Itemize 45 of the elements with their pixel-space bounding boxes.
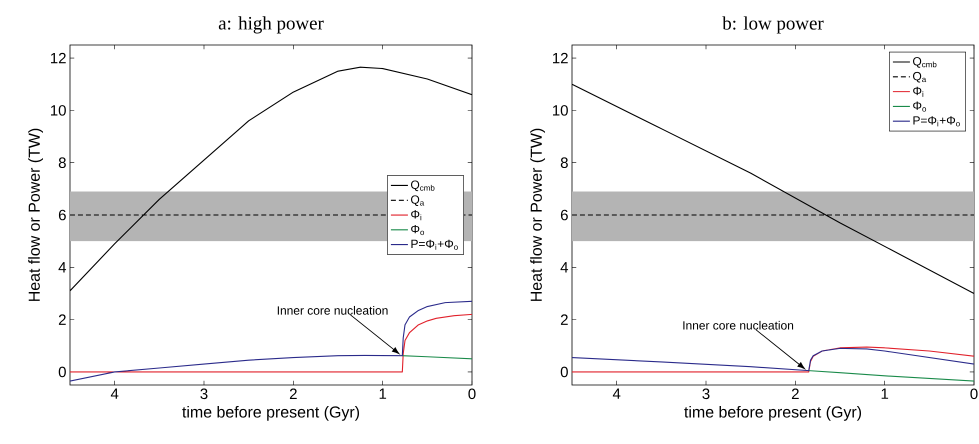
- x-axis-title: time before present (Gyr): [182, 406, 360, 421]
- y-tick-label: 4: [58, 262, 66, 272]
- x-tick-label: 1: [380, 388, 386, 399]
- legend-label: Φ$_{o}$: [411, 224, 424, 236]
- y-tick-label: 2: [58, 314, 66, 325]
- y-tick-label: 0: [560, 366, 568, 378]
- chart-title: a: high power: [218, 16, 324, 34]
- line-series: [70, 314, 472, 372]
- y-tick-label: 12: [50, 52, 66, 64]
- legend-label: Q$_{a}$: [913, 72, 926, 83]
- x-tick-label: 1: [882, 388, 888, 399]
- chart-title: b: low power: [722, 16, 824, 34]
- y-tick-label: 8: [560, 157, 568, 168]
- y-tick-label: 6: [560, 210, 568, 220]
- y-tick-label: 10: [553, 105, 568, 116]
- legend-label: P=Φ$_{i}$+Φ$_{o}$: [913, 116, 960, 126]
- y-axis-title: Heat flow or Power (TW): [28, 128, 44, 301]
- legend-label: Q$_{cmb}$: [913, 57, 936, 68]
- y-tick-label: 8: [58, 157, 66, 168]
- legend-label: Q$_{cmb}$: [411, 180, 434, 192]
- x-axis-title: time before present (Gyr): [684, 406, 862, 421]
- x-tick-label: 3: [200, 388, 208, 400]
- y-tick-label: 6: [58, 210, 66, 220]
- x-tick-label: 4: [612, 388, 620, 399]
- x-tick-label: 0: [468, 388, 476, 400]
- legend-label: Φ$_{i}$: [913, 86, 924, 97]
- x-tick-label: 2: [792, 388, 799, 399]
- x-tick-label: 3: [702, 388, 710, 400]
- legend-label: Φ$_{i}$: [411, 210, 422, 220]
- line-series: [808, 370, 974, 382]
- x-tick-label: 2: [290, 388, 297, 399]
- annotation: Inner core nucleation: [278, 306, 388, 315]
- legend-label: Q$_{a}$: [411, 195, 424, 206]
- y-axis-title: Heat flow or Power (TW): [530, 128, 546, 301]
- x-tick-label: 4: [110, 388, 118, 399]
- y-tick-label: 10: [50, 105, 66, 116]
- y-tick-label: 12: [553, 52, 568, 64]
- y-tick-label: 4: [560, 262, 568, 272]
- x-tick-label: 0: [970, 388, 978, 400]
- line-series: [70, 300, 472, 382]
- legend-label: Φ$_{o}$: [913, 102, 926, 112]
- y-tick-label: 2: [560, 314, 568, 325]
- legend-label: P=Φ$_{i}$+Φ$_{o}$: [411, 240, 458, 250]
- y-tick-label: 0: [58, 366, 66, 378]
- annotation: Inner core nucleation: [683, 320, 794, 330]
